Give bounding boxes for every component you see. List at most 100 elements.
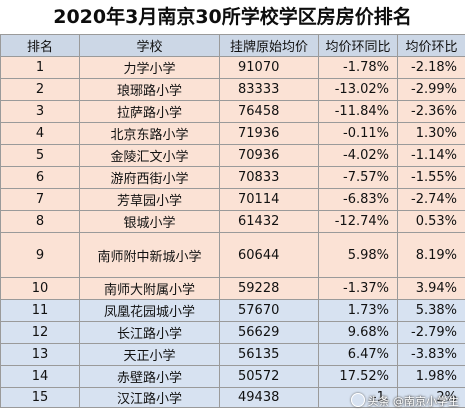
school-cell: 汉江路小学 <box>79 387 220 408</box>
school-cell: 长江路小学 <box>79 321 220 344</box>
rank-cell: 10 <box>0 277 80 300</box>
rank-cell: 5 <box>0 144 80 167</box>
school-cell: 金陵汇文小学 <box>79 144 220 167</box>
school-cell: 琅琊路小学 <box>79 78 220 101</box>
yoy-cell: -0.11% <box>318 122 398 145</box>
price-cell: 70936 <box>219 144 319 167</box>
yoy-cell: 5.98% <box>318 232 398 278</box>
table-row: 14 赤壁路小学 50572 17.52% 1.98% <box>0 365 465 388</box>
rank-cell: 15 <box>0 387 80 408</box>
mom-cell: -1.55% <box>397 166 465 189</box>
mom-cell: 1.30% <box>397 122 465 145</box>
rank-cell: 9 <box>0 232 80 278</box>
school-cell: 南师附中新城小学 <box>79 232 220 278</box>
mom-cell: 2% <box>397 387 465 408</box>
mom-cell: 3.94% <box>397 277 465 300</box>
table-row: 5 金陵汇文小学 70936 -4.02% -1.14% <box>0 144 465 167</box>
header-yoy: 均价环同比 <box>318 34 398 57</box>
rank-cell: 11 <box>0 299 80 322</box>
mom-cell: 8.19% <box>397 232 465 278</box>
rank-cell: 4 <box>0 122 80 145</box>
yoy-cell: -12.74% <box>318 210 398 233</box>
mom-cell: -1.14% <box>397 144 465 167</box>
price-cell: 60644 <box>219 232 319 278</box>
price-cell: 71936 <box>219 122 319 145</box>
yoy-cell: -1. <box>318 387 398 408</box>
rank-cell: 2 <box>0 78 80 101</box>
mom-cell: -2.18% <box>397 56 465 79</box>
yoy-cell: -7.57% <box>318 166 398 189</box>
mom-cell: -2.99% <box>397 78 465 101</box>
school-cell: 凤凰花园城小学 <box>79 299 220 322</box>
rank-cell: 1 <box>0 56 80 79</box>
watermark-text: 头条 @南京小学生 <box>367 395 460 408</box>
yoy-cell: -4.02% <box>318 144 398 167</box>
school-cell: 北京东路小学 <box>79 122 220 145</box>
watermark: 头条 @南京小学生 <box>350 393 460 409</box>
price-cell: 56629 <box>219 321 319 344</box>
school-cell: 力学小学 <box>79 56 220 79</box>
yoy-cell: -1.37% <box>318 277 398 300</box>
table-row: 15 汉江路小学 49438 -1. 2% <box>0 387 465 408</box>
mom-cell: -2.74% <box>397 188 465 211</box>
yoy-cell: -6.83% <box>318 188 398 211</box>
rank-cell: 7 <box>0 188 80 211</box>
yoy-cell: -13.02% <box>318 78 398 101</box>
rank-cell: 12 <box>0 321 80 344</box>
table-row: 3 拉萨路小学 76458 -11.84% -2.36% <box>0 100 465 123</box>
table-row: 6 游府西街小学 70833 -7.57% -1.55% <box>0 166 465 189</box>
table-row: 4 北京东路小学 71936 -0.11% 1.30% <box>0 122 465 145</box>
table-row: 1 力学小学 91070 -1.78% -2.18% <box>0 56 465 79</box>
table-row: 13 天正小学 56135 6.47% -3.83% <box>0 343 465 366</box>
school-cell: 天正小学 <box>79 343 220 366</box>
yoy-cell: 1.73% <box>318 299 398 322</box>
mom-cell: -3.83% <box>397 343 465 366</box>
yoy-cell: 17.52% <box>318 365 398 388</box>
header-mom: 均价环比 <box>397 34 465 57</box>
table-row: 2 琅琊路小学 83333 -13.02% -2.99% <box>0 78 465 101</box>
header-rank: 排名 <box>0 34 80 57</box>
table-row: 12 长江路小学 56629 9.68% -2.79% <box>0 321 465 344</box>
table-row: 7 芳草园小学 70114 -6.83% -2.74% <box>0 188 465 211</box>
ranking-table: 排名 学校 挂牌原始均价 均价环同比 均价环比 1 力学小学 91070 -1.… <box>0 34 465 408</box>
school-cell: 游府西街小学 <box>79 166 220 189</box>
yoy-cell: 6.47% <box>318 343 398 366</box>
school-cell: 拉萨路小学 <box>79 100 220 123</box>
rank-cell: 6 <box>0 166 80 189</box>
school-cell: 银城小学 <box>79 210 220 233</box>
mom-cell: 5.38% <box>397 299 465 322</box>
rank-cell: 8 <box>0 210 80 233</box>
mom-cell: 0.53% <box>397 210 465 233</box>
yoy-cell: -1.78% <box>318 56 398 79</box>
price-cell: 56135 <box>219 343 319 366</box>
yoy-cell: -11.84% <box>318 100 398 123</box>
table-header-row: 排名 学校 挂牌原始均价 均价环同比 均价环比 <box>0 34 465 57</box>
table-row: 11 凤凰花园城小学 57670 1.73% 5.38% <box>0 299 465 322</box>
table-row: 8 银城小学 61432 -12.74% 0.53% <box>0 210 465 233</box>
toutiao-logo-icon <box>350 393 365 407</box>
mom-cell: -2.79% <box>397 321 465 344</box>
header-school: 学校 <box>79 34 220 57</box>
mom-cell: 1.98% <box>397 365 465 388</box>
school-cell: 芳草园小学 <box>79 188 220 211</box>
yoy-cell: 9.68% <box>318 321 398 344</box>
price-cell: 70114 <box>219 188 319 211</box>
table-row: 9 南师附中新城小学 60644 5.98% 8.19% <box>0 232 465 278</box>
table-row: 10 南师大附属小学 59228 -1.37% 3.94% <box>0 277 465 300</box>
price-cell: 70833 <box>219 166 319 189</box>
price-cell: 49438 <box>219 387 319 408</box>
price-cell: 76458 <box>219 100 319 123</box>
mom-cell: -2.36% <box>397 100 465 123</box>
header-price: 挂牌原始均价 <box>219 34 319 57</box>
rank-cell: 13 <box>0 343 80 366</box>
price-cell: 83333 <box>219 78 319 101</box>
school-cell: 赤壁路小学 <box>79 365 220 388</box>
rank-cell: 14 <box>0 365 80 388</box>
price-cell: 50572 <box>219 365 319 388</box>
price-cell: 59228 <box>219 277 319 300</box>
price-cell: 61432 <box>219 210 319 233</box>
school-cell: 南师大附属小学 <box>79 277 220 300</box>
page-title: 2020年3月南京30所学校学区房房价排名 <box>0 0 465 34</box>
price-cell: 91070 <box>219 56 319 79</box>
rank-cell: 3 <box>0 100 80 123</box>
